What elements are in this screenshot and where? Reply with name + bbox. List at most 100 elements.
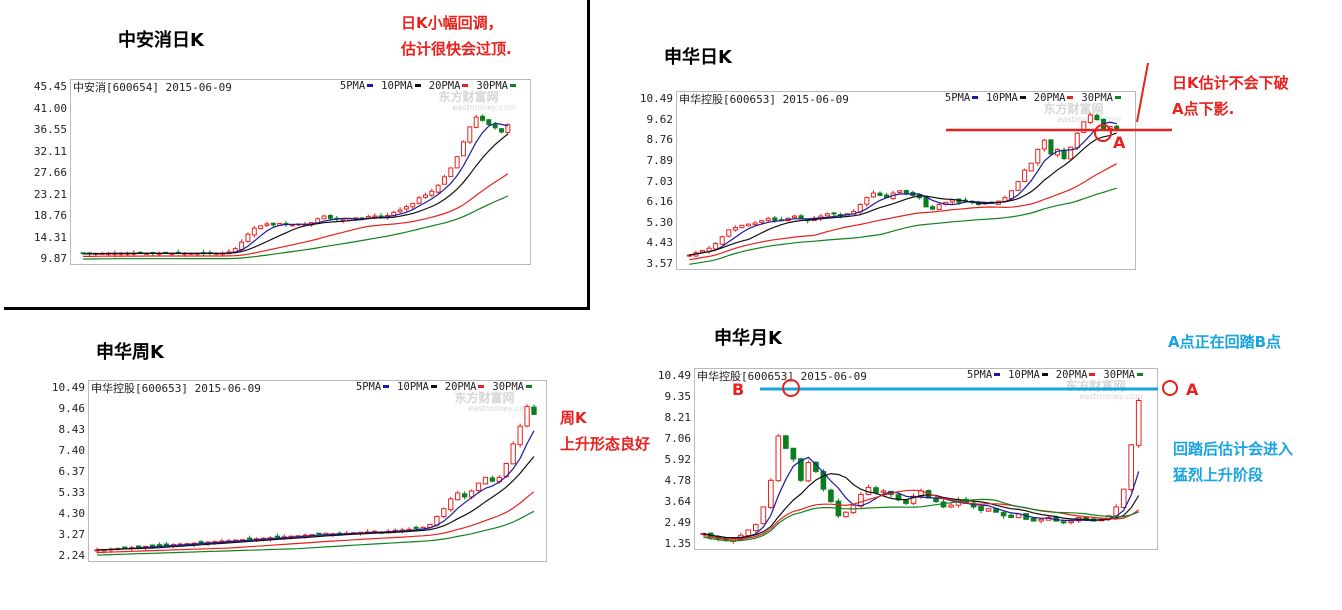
- ma-line-5pma: [689, 121, 1117, 256]
- candle-up: [473, 116, 479, 128]
- candle-down: [903, 189, 909, 194]
- y-tick-label: 7.03: [646, 174, 674, 188]
- candle-up: [1120, 488, 1127, 508]
- pointer-line-shd: [1136, 62, 1149, 123]
- ma-line-5pma: [96, 430, 535, 551]
- y-tick-label: 8.76: [646, 133, 674, 147]
- candle-down: [135, 545, 142, 548]
- y-tick-label: 32.11: [33, 144, 67, 158]
- ma-line-10pma: [689, 132, 1117, 256]
- candle-up: [768, 479, 774, 508]
- candle-up: [416, 197, 422, 204]
- candle-down: [489, 477, 496, 482]
- legend-item: 30PMA: [1081, 92, 1129, 104]
- ma-line-10pma: [703, 472, 1140, 539]
- candle-up: [1128, 444, 1135, 490]
- candle-up: [251, 227, 257, 236]
- legend-item: 20PMA: [1034, 92, 1082, 104]
- candle-down: [480, 115, 485, 121]
- candle-down: [923, 196, 929, 208]
- candle-up: [429, 190, 435, 196]
- candle-up: [289, 224, 295, 227]
- y-tick-label: 5.33: [58, 486, 86, 499]
- candle-up: [1015, 181, 1021, 191]
- y-tick-label: 9.35: [664, 390, 692, 403]
- ma-line-30pma: [703, 498, 1139, 542]
- candle-up: [455, 492, 461, 501]
- candle-up: [403, 206, 409, 210]
- legend-swatch: [462, 83, 469, 87]
- y-tick-label: 9.46: [58, 402, 86, 415]
- y-tick-label: 4.78: [664, 474, 692, 487]
- y-tick-label: 4.30: [58, 507, 86, 520]
- candle-down: [316, 532, 322, 535]
- candle-up: [1081, 121, 1087, 133]
- ma-line-10pma: [96, 456, 535, 551]
- candle-up: [264, 223, 270, 226]
- ma-line-30pma: [83, 195, 509, 260]
- y-tick-label: 5.30: [646, 215, 674, 229]
- legend-swatch: [478, 384, 485, 388]
- candle-up: [517, 425, 523, 446]
- y-tick-label: 8.21: [664, 411, 692, 424]
- ma-line-5pma: [703, 456, 1140, 539]
- y-tick-label: 27.66: [33, 166, 67, 179]
- legend-swatch: [1041, 372, 1048, 376]
- candle-down: [198, 541, 204, 544]
- chart-title-shd: 申华日K: [664, 47, 732, 68]
- y-tick-label: 45.45: [33, 80, 67, 93]
- annotation-zax: 日K小幅回调， 估计很快会过顶.: [401, 10, 512, 62]
- y-tick-label: 9.87: [40, 252, 68, 265]
- legend-swatch: [994, 372, 1001, 376]
- y-tick-label: 23.21: [33, 187, 67, 201]
- candle-up: [843, 511, 849, 518]
- candle-up: [441, 508, 447, 518]
- candle-up: [864, 197, 870, 205]
- candle-down: [149, 544, 156, 547]
- candle-up: [760, 506, 767, 525]
- candlestick-plot: [80, 114, 511, 260]
- chart-header: 中安消[600654] 2015-06-09: [73, 81, 232, 94]
- candle-up: [245, 233, 251, 242]
- watermark-en: eastmoney.com: [468, 404, 532, 413]
- chart-sh-weekly: 申华控股[600653] 2015-06-09 5PMA 10PMA 20PMA 30P…: [52, 380, 547, 562]
- y-tick-label: 7.40: [58, 444, 86, 457]
- candle-up: [791, 215, 798, 219]
- candle-up: [948, 504, 954, 508]
- ma-line-20pma: [689, 163, 1117, 261]
- candle-up: [1074, 132, 1080, 149]
- candle-up: [410, 202, 416, 208]
- ma-line-20pma: [83, 173, 509, 257]
- candle-up: [753, 524, 759, 532]
- candle-up: [745, 223, 752, 227]
- annotation-shw: 周K 上升形态良好: [560, 405, 650, 457]
- candle-down: [772, 217, 778, 222]
- candle-down: [246, 537, 253, 540]
- label-a-daily: A: [1113, 133, 1126, 152]
- legend-item: 10PMA: [1008, 369, 1056, 381]
- legend-item: 20PMA: [429, 80, 477, 92]
- legend-swatch: [510, 83, 516, 87]
- legend-swatch: [1115, 95, 1121, 99]
- candle-up: [858, 493, 864, 507]
- ma-line-30pma: [96, 510, 535, 556]
- candle-up: [713, 243, 719, 250]
- chart-legend: 5PMA 10PMA 20PMA 30PMA: [967, 369, 1151, 381]
- candle-down: [492, 124, 498, 129]
- candle-up: [1035, 148, 1041, 164]
- legend-item: 30PMA: [1103, 369, 1151, 381]
- candle-down: [831, 212, 837, 215]
- y-tick-label: 3.57: [646, 257, 674, 270]
- candle-down: [790, 447, 797, 460]
- label-a-monthly: A: [1186, 380, 1199, 399]
- annotation-shm-top: A点正在回踏B点: [1168, 333, 1282, 351]
- legend-swatch: [1067, 95, 1074, 99]
- annotation-shm-bottom-line1: 回踏后估计会进入: [1173, 440, 1294, 458]
- candle-up: [1087, 114, 1093, 123]
- y-tick-label: 7.06: [664, 432, 692, 445]
- watermark-en: eastmoney.com: [452, 103, 516, 112]
- candle-up: [435, 184, 441, 193]
- legend-swatch: [367, 83, 374, 87]
- candle-up: [910, 495, 917, 504]
